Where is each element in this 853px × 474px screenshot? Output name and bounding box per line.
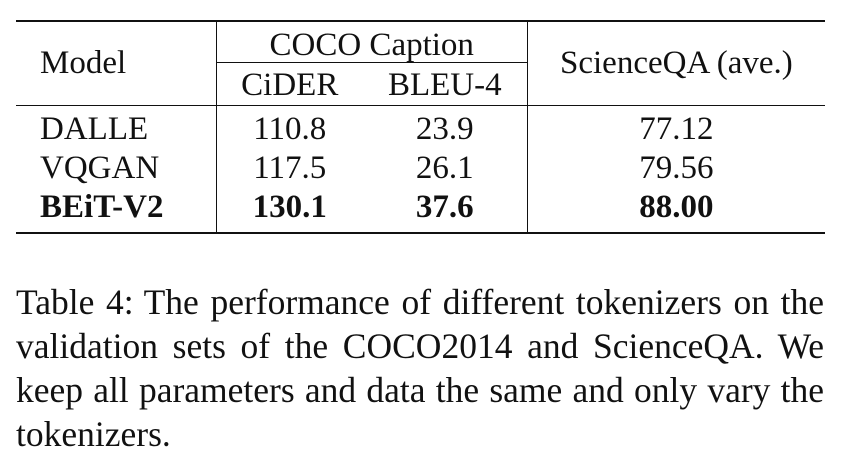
row-cider: 130.1 (216, 188, 363, 234)
table-row: VQGAN 117.5 26.1 79.56 (16, 149, 825, 188)
header-model: Model (16, 20, 217, 106)
results-table-container: Model COCO Caption ScienceQA (ave.) CiDE… (16, 20, 825, 234)
row-bleu4: 37.6 (362, 188, 528, 234)
header-cider: CiDER (216, 62, 363, 106)
row-cider: 117.5 (253, 150, 327, 186)
table-header-row-2: CiDER BLEU-4 (16, 62, 825, 106)
tokenizer-results-table: Model COCO Caption ScienceQA (ave.) CiDE… (16, 20, 825, 234)
row-bleu4: 26.1 (415, 150, 474, 186)
table-caption: Table 4: The performance of different tok… (16, 280, 824, 456)
table-row: DALLE 110.8 23.9 77.12 (16, 105, 825, 149)
row-scienceqa: 79.56 (526, 149, 825, 188)
header-scienceqa: ScienceQA (ave.) (526, 20, 825, 106)
row-model: DALLE (16, 105, 217, 149)
row-model: VQGAN (16, 149, 217, 188)
header-bleu4: BLEU-4 (362, 62, 528, 106)
header-coco-caption: COCO Caption (216, 20, 528, 63)
row-scienceqa: 88.00 (526, 188, 825, 234)
row-bleu4: 23.9 (362, 105, 528, 149)
row-model: BEiT-V2 (16, 188, 217, 234)
table-row: BEiT-V2 130.1 37.6 88.00 (16, 188, 825, 234)
table-header-row-1: Model COCO Caption ScienceQA (ave.) (16, 20, 825, 106)
row-scienceqa: 77.12 (526, 105, 825, 149)
caption-text: The performance of different tokeniz­ers… (16, 282, 824, 454)
row-cider: 110.8 (216, 105, 363, 149)
caption-label: Table 4: (16, 282, 134, 322)
